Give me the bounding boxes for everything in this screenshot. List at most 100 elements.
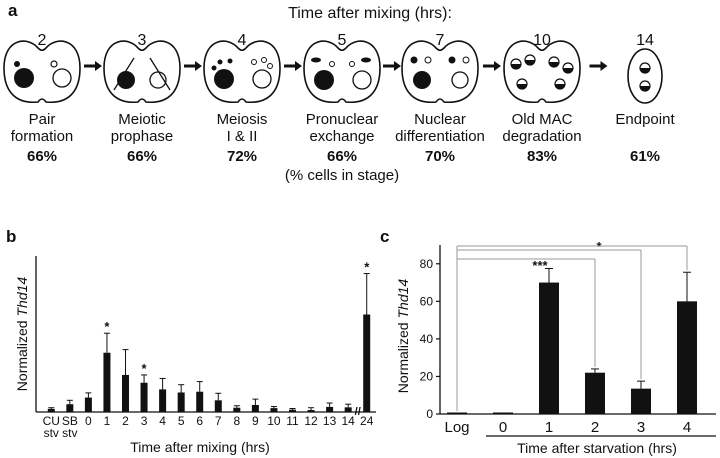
y-tick-label: 40	[420, 332, 434, 346]
macronucleus	[451, 71, 469, 89]
x-tick-label: 12	[304, 414, 318, 428]
y-tick-label: 0	[426, 407, 433, 421]
y-label-gene: Thd14	[395, 279, 411, 319]
stage-label: Nuclear	[414, 111, 466, 128]
x-tick-label: CU	[43, 414, 60, 428]
x-tick-label: 14	[341, 414, 355, 428]
new-macronucleus-fill	[511, 64, 521, 69]
axis-break-marker: //	[355, 406, 361, 418]
prophase-arrow	[113, 57, 135, 91]
y-tick-label: 80	[420, 257, 434, 271]
x-tick-label: Log	[444, 419, 469, 436]
bar	[631, 388, 651, 414]
cell-pair-drawing	[303, 40, 381, 103]
x-tick-label: 9	[252, 414, 259, 428]
significance-marker: *	[104, 319, 110, 334]
panel-a: a Time after mixing (hrs): 2 Pairformatio…	[3, 1, 675, 184]
panel-b-y-axis-label: Normalized Thd14	[14, 277, 30, 392]
micronucleus	[50, 60, 58, 68]
macronucleus	[14, 68, 34, 88]
stage-time: 3	[138, 32, 147, 49]
macronucleus	[314, 70, 334, 90]
significance-marker: *	[142, 361, 148, 376]
cell-pair-drawing	[103, 40, 181, 103]
pronucleus	[311, 57, 321, 63]
y-label-text: Normalized	[395, 319, 411, 394]
y-label-text: Normalized	[14, 317, 30, 392]
new-macronucleus-fill	[640, 68, 650, 73]
bar	[66, 404, 74, 412]
x-tick-label: 10	[267, 414, 281, 428]
stage-arrow-head	[95, 61, 102, 71]
macronucleus	[413, 71, 431, 89]
bar	[677, 301, 697, 414]
bar	[447, 412, 467, 414]
stage-percent: 83%	[527, 148, 557, 165]
x-tick-label: 4	[159, 414, 166, 428]
x-tick-label: 1	[545, 419, 553, 436]
macronucleus	[352, 70, 372, 90]
panel-c-bars	[447, 267, 697, 414]
developing-nucleus	[462, 56, 470, 64]
cell-pair-drawing	[203, 40, 281, 103]
bar	[233, 407, 241, 412]
bar	[326, 406, 334, 412]
panel-b-letter: b	[6, 227, 16, 246]
stage-label: Old MAC	[512, 111, 573, 128]
panel-a-footer: (% cells in stage)	[285, 167, 399, 184]
macronucleus	[52, 68, 72, 88]
stage-time: 7	[436, 32, 445, 49]
x-tick-label: 8	[233, 414, 240, 428]
x-tick-label: 13	[323, 414, 337, 428]
new-macronucleus-fill	[549, 62, 559, 67]
y-axis-label: Normalized Thd14	[395, 279, 411, 394]
macronucleus	[117, 71, 135, 89]
x-tick-label: 6	[196, 414, 203, 428]
single-cell-drawing	[627, 48, 663, 104]
significance-marker: ***	[532, 258, 548, 273]
stage-time: 4	[238, 32, 247, 49]
bar	[84, 397, 92, 412]
stage-label: exchange	[309, 128, 374, 145]
panel-a-header: Time after mixing (hrs):	[288, 5, 452, 22]
x-tick-label: 0	[85, 414, 92, 428]
x-tick-label: 3	[637, 419, 645, 436]
panel-c-y-axis-label: Normalized Thd14	[395, 279, 411, 394]
bar	[344, 407, 352, 412]
bar	[177, 392, 185, 412]
significance-marker: *	[364, 260, 370, 275]
panel-b-bars: * * * //	[47, 260, 371, 418]
bar	[140, 382, 148, 412]
cell-pair-drawing	[401, 40, 479, 103]
developing-nucleus	[424, 56, 432, 64]
bar	[122, 374, 129, 412]
x-tick-label: stv	[62, 426, 77, 440]
new-macronucleus-fill	[517, 84, 527, 89]
x-tick-label: 3	[141, 414, 148, 428]
micronucleus	[251, 59, 257, 65]
pronucleus	[361, 57, 371, 63]
micronucleus	[349, 61, 355, 67]
bar	[47, 408, 55, 412]
micronucleus	[14, 61, 20, 67]
x-tick-label: 24	[360, 414, 374, 428]
x-tick-label: 1	[104, 414, 111, 428]
micronucleus	[329, 61, 335, 67]
stage-time: 10	[533, 32, 551, 49]
stage-percent: 70%	[425, 148, 455, 165]
macronucleus	[214, 69, 234, 89]
stage-time: 5	[338, 32, 347, 49]
new-macronucleus-fill	[563, 68, 573, 73]
bar	[363, 314, 371, 412]
micronucleus	[267, 63, 273, 69]
new-macronucleus-fill	[640, 86, 650, 91]
x-tick-label: 11	[286, 414, 299, 428]
panel-c-comparisons: ****	[456, 239, 688, 412]
